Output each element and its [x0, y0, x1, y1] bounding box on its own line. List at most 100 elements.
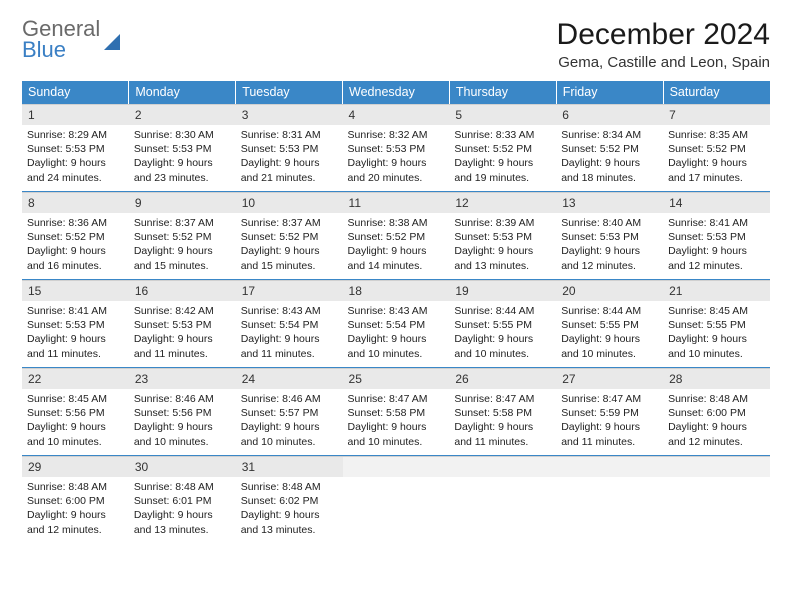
day-content: Sunrise: 8:29 AMSunset: 5:53 PMDaylight:…: [22, 125, 129, 189]
day-cell: 18Sunrise: 8:43 AMSunset: 5:54 PMDayligh…: [343, 280, 450, 368]
day-number: 21: [663, 280, 770, 301]
day-cell: 25Sunrise: 8:47 AMSunset: 5:58 PMDayligh…: [343, 368, 450, 456]
day-cell: [663, 456, 770, 544]
month-title: December 2024: [557, 18, 770, 52]
day-cell: 11Sunrise: 8:38 AMSunset: 5:52 PMDayligh…: [343, 192, 450, 280]
col-sunday: Sunday: [22, 81, 129, 104]
day-cell: 17Sunrise: 8:43 AMSunset: 5:54 PMDayligh…: [236, 280, 343, 368]
day-number-empty: [449, 456, 556, 477]
day-cell: 16Sunrise: 8:42 AMSunset: 5:53 PMDayligh…: [129, 280, 236, 368]
day-cell: [556, 456, 663, 544]
day-content: Sunrise: 8:47 AMSunset: 5:58 PMDaylight:…: [449, 389, 556, 453]
day-cell: [449, 456, 556, 544]
day-cell: 23Sunrise: 8:46 AMSunset: 5:56 PMDayligh…: [129, 368, 236, 456]
week-row: 1Sunrise: 8:29 AMSunset: 5:53 PMDaylight…: [22, 104, 770, 192]
day-number: 2: [129, 104, 236, 125]
day-content: Sunrise: 8:44 AMSunset: 5:55 PMDaylight:…: [449, 301, 556, 365]
day-content: Sunrise: 8:46 AMSunset: 5:57 PMDaylight:…: [236, 389, 343, 453]
calendar-table: Sunday Monday Tuesday Wednesday Thursday…: [22, 81, 770, 544]
day-number-empty: [663, 456, 770, 477]
day-number: 14: [663, 192, 770, 213]
day-cell: 7Sunrise: 8:35 AMSunset: 5:52 PMDaylight…: [663, 104, 770, 192]
day-number-empty: [343, 456, 450, 477]
day-number: 8: [22, 192, 129, 213]
day-content: Sunrise: 8:35 AMSunset: 5:52 PMDaylight:…: [663, 125, 770, 189]
week-row: 15Sunrise: 8:41 AMSunset: 5:53 PMDayligh…: [22, 280, 770, 368]
week-row: 8Sunrise: 8:36 AMSunset: 5:52 PMDaylight…: [22, 192, 770, 280]
day-number: 19: [449, 280, 556, 301]
day-cell: 26Sunrise: 8:47 AMSunset: 5:58 PMDayligh…: [449, 368, 556, 456]
day-content: Sunrise: 8:43 AMSunset: 5:54 PMDaylight:…: [236, 301, 343, 365]
weekday-header-row: Sunday Monday Tuesday Wednesday Thursday…: [22, 81, 770, 104]
day-number: 1: [22, 104, 129, 125]
day-content: Sunrise: 8:46 AMSunset: 5:56 PMDaylight:…: [129, 389, 236, 453]
day-cell: 3Sunrise: 8:31 AMSunset: 5:53 PMDaylight…: [236, 104, 343, 192]
brand-logo: General Blue: [22, 18, 120, 61]
col-saturday: Saturday: [663, 81, 770, 104]
day-cell: 10Sunrise: 8:37 AMSunset: 5:52 PMDayligh…: [236, 192, 343, 280]
day-number: 7: [663, 104, 770, 125]
day-content: Sunrise: 8:47 AMSunset: 5:58 PMDaylight:…: [343, 389, 450, 453]
day-number: 20: [556, 280, 663, 301]
week-row: 22Sunrise: 8:45 AMSunset: 5:56 PMDayligh…: [22, 368, 770, 456]
day-cell: 14Sunrise: 8:41 AMSunset: 5:53 PMDayligh…: [663, 192, 770, 280]
day-content: Sunrise: 8:41 AMSunset: 5:53 PMDaylight:…: [22, 301, 129, 365]
day-content: Sunrise: 8:44 AMSunset: 5:55 PMDaylight:…: [556, 301, 663, 365]
day-number: 9: [129, 192, 236, 213]
col-wednesday: Wednesday: [343, 81, 450, 104]
day-content: Sunrise: 8:42 AMSunset: 5:53 PMDaylight:…: [129, 301, 236, 365]
day-content: Sunrise: 8:40 AMSunset: 5:53 PMDaylight:…: [556, 213, 663, 277]
day-content: Sunrise: 8:33 AMSunset: 5:52 PMDaylight:…: [449, 125, 556, 189]
day-cell: 13Sunrise: 8:40 AMSunset: 5:53 PMDayligh…: [556, 192, 663, 280]
day-cell: 28Sunrise: 8:48 AMSunset: 6:00 PMDayligh…: [663, 368, 770, 456]
day-content: Sunrise: 8:43 AMSunset: 5:54 PMDaylight:…: [343, 301, 450, 365]
day-cell: 2Sunrise: 8:30 AMSunset: 5:53 PMDaylight…: [129, 104, 236, 192]
day-cell: 22Sunrise: 8:45 AMSunset: 5:56 PMDayligh…: [22, 368, 129, 456]
day-cell: 1Sunrise: 8:29 AMSunset: 5:53 PMDaylight…: [22, 104, 129, 192]
day-number: 26: [449, 368, 556, 389]
day-content: Sunrise: 8:30 AMSunset: 5:53 PMDaylight:…: [129, 125, 236, 189]
day-number: 6: [556, 104, 663, 125]
day-number: 24: [236, 368, 343, 389]
week-row: 29Sunrise: 8:48 AMSunset: 6:00 PMDayligh…: [22, 456, 770, 544]
title-block: December 2024 Gema, Castille and Leon, S…: [557, 18, 770, 71]
col-friday: Friday: [556, 81, 663, 104]
day-content: Sunrise: 8:36 AMSunset: 5:52 PMDaylight:…: [22, 213, 129, 277]
day-cell: 21Sunrise: 8:45 AMSunset: 5:55 PMDayligh…: [663, 280, 770, 368]
day-cell: 31Sunrise: 8:48 AMSunset: 6:02 PMDayligh…: [236, 456, 343, 544]
day-cell: 5Sunrise: 8:33 AMSunset: 5:52 PMDaylight…: [449, 104, 556, 192]
day-content: Sunrise: 8:31 AMSunset: 5:53 PMDaylight:…: [236, 125, 343, 189]
day-content: Sunrise: 8:34 AMSunset: 5:52 PMDaylight:…: [556, 125, 663, 189]
brand-triangle-icon: [104, 34, 120, 50]
day-content: Sunrise: 8:45 AMSunset: 5:55 PMDaylight:…: [663, 301, 770, 365]
day-content: Sunrise: 8:47 AMSunset: 5:59 PMDaylight:…: [556, 389, 663, 453]
day-cell: 30Sunrise: 8:48 AMSunset: 6:01 PMDayligh…: [129, 456, 236, 544]
day-content: Sunrise: 8:37 AMSunset: 5:52 PMDaylight:…: [236, 213, 343, 277]
header: General Blue December 2024 Gema, Castill…: [22, 18, 770, 71]
day-content: Sunrise: 8:41 AMSunset: 5:53 PMDaylight:…: [663, 213, 770, 277]
day-number: 31: [236, 456, 343, 477]
day-cell: 6Sunrise: 8:34 AMSunset: 5:52 PMDaylight…: [556, 104, 663, 192]
day-number: 3: [236, 104, 343, 125]
location-text: Gema, Castille and Leon, Spain: [557, 54, 770, 71]
day-number: 29: [22, 456, 129, 477]
day-content: Sunrise: 8:45 AMSunset: 5:56 PMDaylight:…: [22, 389, 129, 453]
day-number: 25: [343, 368, 450, 389]
col-monday: Monday: [129, 81, 236, 104]
day-number: 10: [236, 192, 343, 213]
day-cell: 4Sunrise: 8:32 AMSunset: 5:53 PMDaylight…: [343, 104, 450, 192]
day-number: 5: [449, 104, 556, 125]
day-content: Sunrise: 8:48 AMSunset: 6:01 PMDaylight:…: [129, 477, 236, 541]
day-content: Sunrise: 8:48 AMSunset: 6:00 PMDaylight:…: [663, 389, 770, 453]
day-cell: 27Sunrise: 8:47 AMSunset: 5:59 PMDayligh…: [556, 368, 663, 456]
day-number: 27: [556, 368, 663, 389]
day-number: 28: [663, 368, 770, 389]
day-number: 15: [22, 280, 129, 301]
day-cell: 9Sunrise: 8:37 AMSunset: 5:52 PMDaylight…: [129, 192, 236, 280]
day-cell: 15Sunrise: 8:41 AMSunset: 5:53 PMDayligh…: [22, 280, 129, 368]
day-cell: 8Sunrise: 8:36 AMSunset: 5:52 PMDaylight…: [22, 192, 129, 280]
day-number: 23: [129, 368, 236, 389]
day-number: 22: [22, 368, 129, 389]
day-cell: [343, 456, 450, 544]
day-cell: 24Sunrise: 8:46 AMSunset: 5:57 PMDayligh…: [236, 368, 343, 456]
